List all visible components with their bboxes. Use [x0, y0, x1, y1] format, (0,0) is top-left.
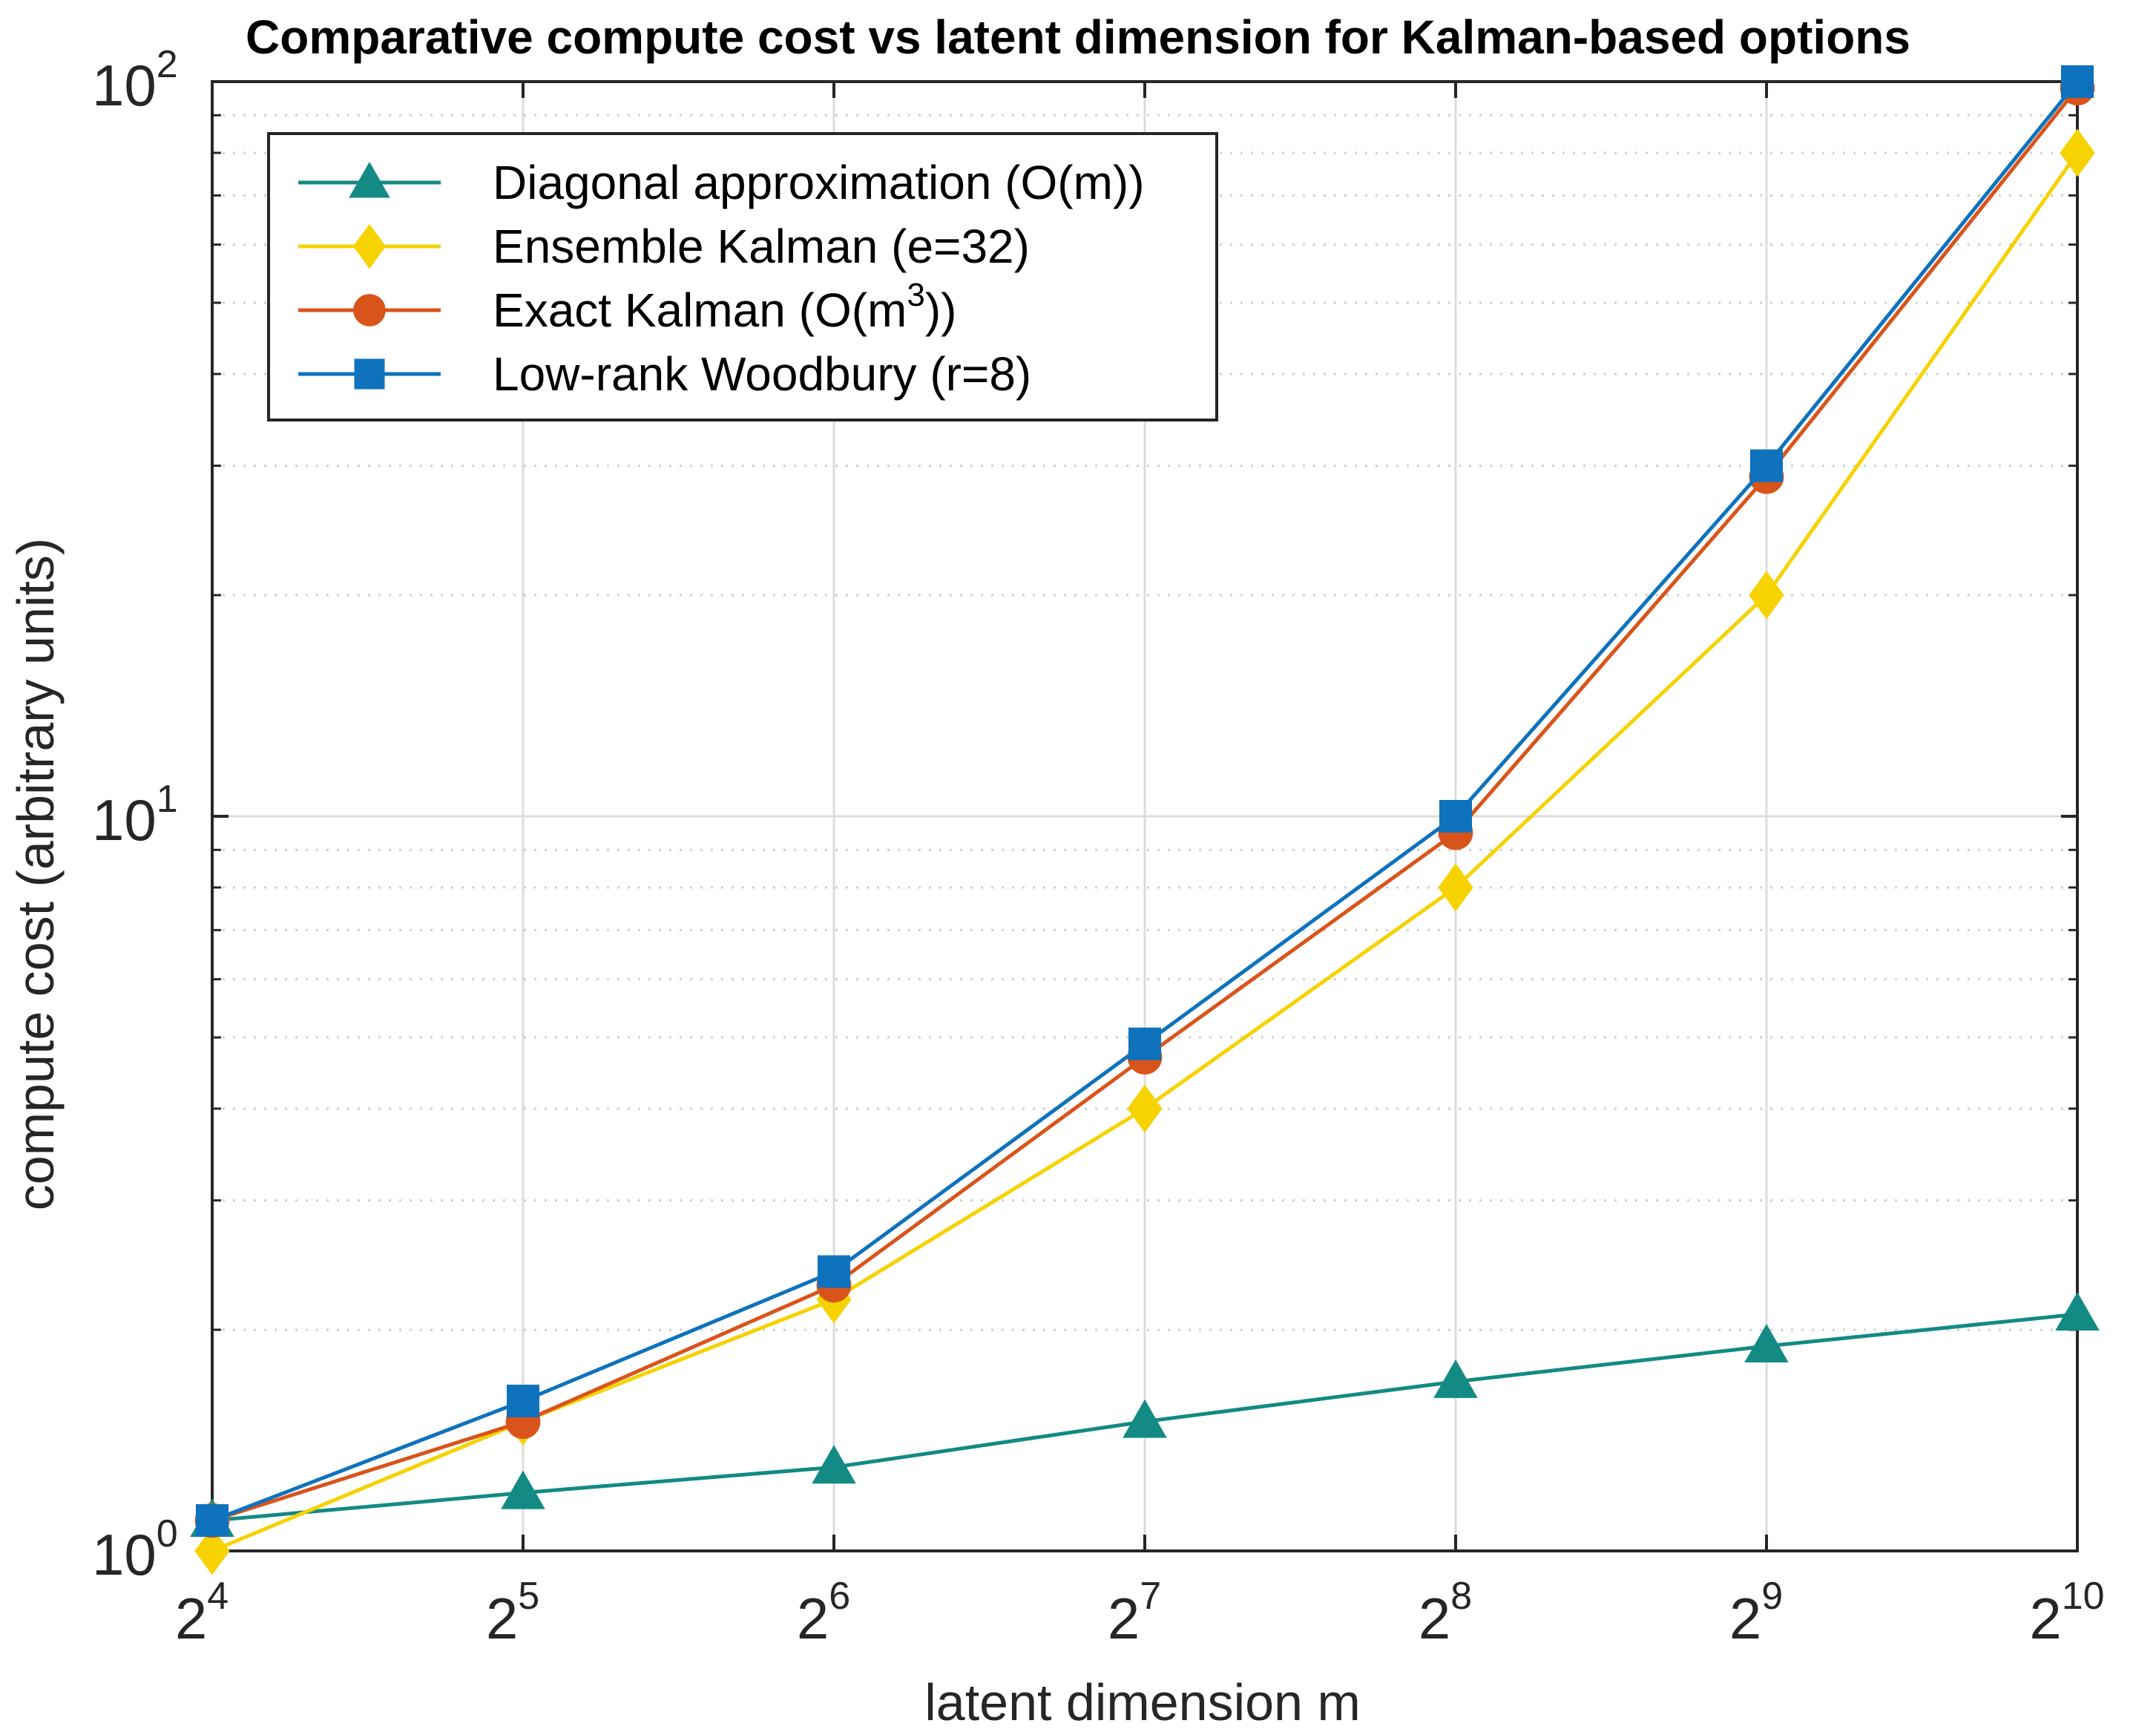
legend-marker [349, 161, 390, 198]
data-point [194, 1526, 230, 1575]
legend-marker [352, 223, 387, 269]
legend-item: Exact Kalman (O(m3)) [298, 277, 956, 337]
legend-label: Ensemble Kalman (e=32) [493, 220, 1030, 273]
y-tick-label: 100 [92, 1512, 178, 1587]
legend-marker [354, 358, 385, 390]
data-point [1128, 1027, 1161, 1060]
data-point [818, 1255, 850, 1288]
data-point [1749, 571, 1784, 620]
series-layer [190, 65, 2100, 1575]
data-point [1744, 1324, 1789, 1363]
data-point [1127, 1084, 1163, 1133]
x-tick-label: 210 [2029, 1575, 2104, 1651]
data-point [196, 1504, 229, 1538]
data-point [501, 1470, 545, 1509]
legend-item: Low-rank Woodbury (r=8) [298, 347, 1031, 401]
x-axis-label: latent dimension m [924, 1673, 1361, 1731]
x-tick-label: 25 [486, 1575, 539, 1651]
data-point [1433, 1359, 1478, 1398]
legend-label: Diagonal approximation (O(m)) [493, 156, 1145, 209]
legend: Diagonal approximation (O(m)) Ensemble Ka… [267, 132, 1218, 421]
data-point [507, 1384, 539, 1417]
data-point [2060, 128, 2095, 177]
y-axis-label: compute cost (arbitrary units) [7, 538, 65, 1210]
data-point [1750, 449, 1783, 482]
axis-ticks: 24 25 26 27 28 29 210 100 101 102 [92, 43, 2105, 1651]
data-point [2061, 65, 2094, 98]
data-point [2055, 1291, 2100, 1331]
legend-label: Exact Kalman (O(m3)) [493, 277, 956, 337]
legend-item: Ensemble Kalman (e=32) [298, 220, 1030, 273]
legend-marker [353, 294, 386, 327]
legend-item: Diagonal approximation (O(m)) [298, 156, 1145, 209]
series-square [196, 65, 2094, 1538]
legend-label: Low-rank Woodbury (r=8) [493, 347, 1031, 401]
data-point [1439, 800, 1472, 833]
y-tick-label: 102 [92, 43, 178, 118]
chart-title: Comparative compute cost vs latent dimen… [246, 10, 1910, 64]
x-tick-label: 28 [1419, 1575, 1472, 1651]
x-tick-label: 27 [1108, 1575, 1161, 1651]
data-point [1438, 863, 1473, 912]
data-point [1123, 1399, 1167, 1438]
y-tick-label: 101 [92, 778, 178, 853]
data-point [812, 1445, 856, 1484]
x-tick-label: 26 [797, 1575, 850, 1651]
x-tick-label: 29 [1729, 1575, 1783, 1651]
x-tick-label: 24 [175, 1575, 229, 1651]
